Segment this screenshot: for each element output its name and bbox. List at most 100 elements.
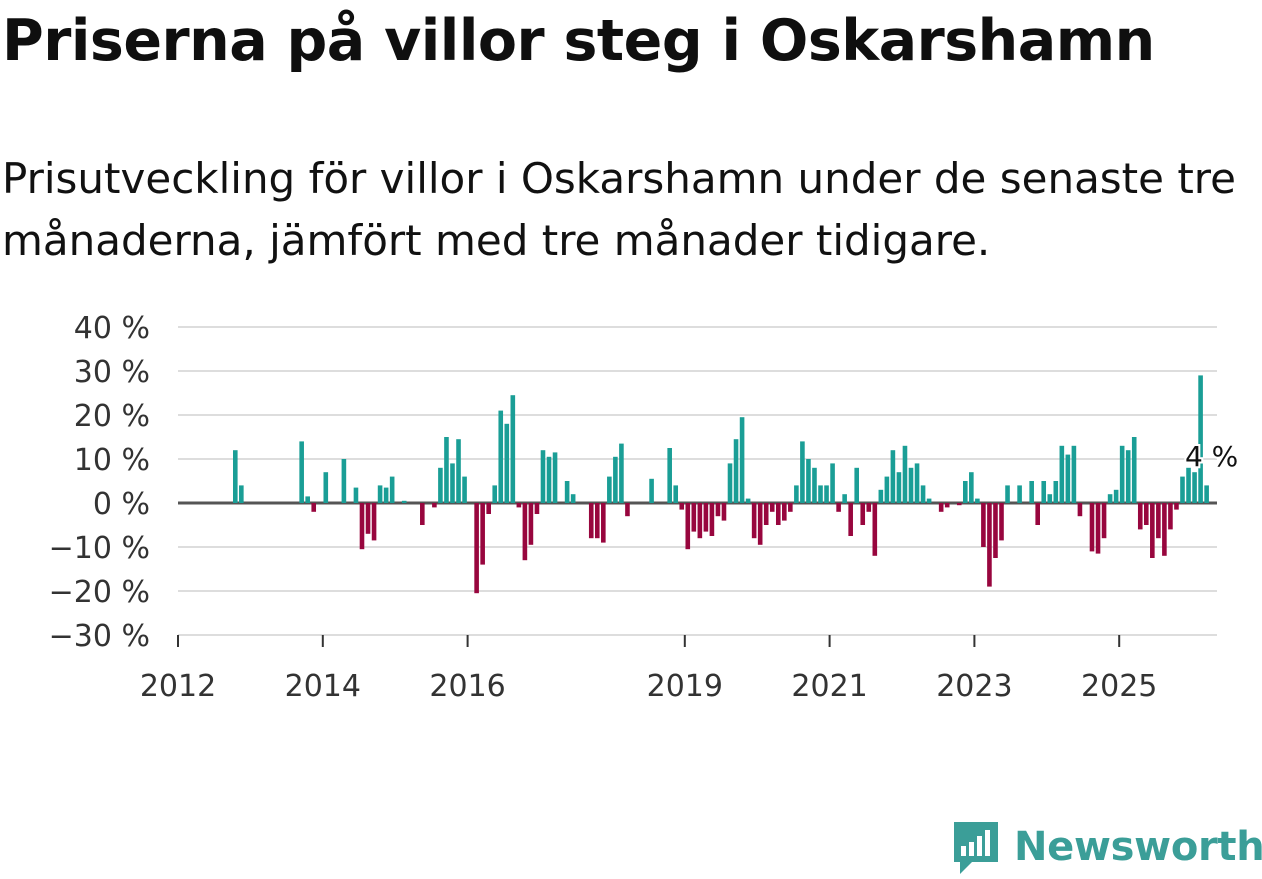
bar-negative (371, 503, 377, 541)
bar-negative (528, 503, 534, 545)
bar-positive (341, 459, 347, 503)
bar-negative (751, 503, 757, 539)
bar-negative (981, 503, 986, 547)
bar-positive (305, 496, 310, 503)
bar-negative (956, 503, 962, 506)
bar-negative (1077, 503, 1083, 517)
bar-positive (401, 500, 407, 503)
bar-negative (625, 503, 630, 517)
bar-positive (969, 472, 974, 503)
bar-positive (1053, 481, 1059, 503)
bar-negative (1035, 503, 1040, 525)
bar-positive (1131, 437, 1137, 503)
bar-positive (649, 478, 654, 503)
bar-negative (757, 503, 763, 545)
bar-positive (733, 439, 739, 503)
bar-negative (987, 503, 992, 587)
bar-negative (359, 503, 365, 550)
bar-negative (1150, 503, 1155, 558)
bar-positive (540, 450, 546, 503)
bar-negative (763, 503, 769, 525)
bar-positive (806, 459, 811, 503)
y-tick-label: 40 % (74, 311, 150, 346)
bar-negative (516, 503, 522, 508)
bar-positive (1186, 467, 1191, 503)
bar-positive (570, 494, 576, 503)
bar-negative (788, 503, 793, 512)
bar-negative (432, 503, 437, 508)
bar-positive (1180, 476, 1185, 503)
bar-positive (824, 485, 829, 503)
bar-negative (474, 503, 479, 594)
bar-positive (353, 487, 359, 503)
bar-positive (546, 456, 552, 503)
x-tick-label: 2021 (791, 669, 867, 704)
bar-positive (552, 452, 558, 503)
bar-positive (233, 450, 238, 503)
bar-negative (709, 503, 715, 536)
bar-negative (993, 503, 998, 558)
bar-positive (908, 467, 914, 503)
x-axis: 2012 2014 2016 2019 2021 2023 2025 (140, 635, 1157, 704)
bar-positive (492, 485, 498, 503)
bar-negative (1156, 503, 1161, 539)
bar-positive (323, 472, 329, 503)
x-tick-label: 2014 (285, 669, 361, 704)
newsworthy-logo-text: Newsworthy (1014, 824, 1262, 870)
bar-negative (588, 503, 594, 539)
bar-positive (667, 448, 672, 503)
bar-negative (594, 503, 600, 539)
bar-positive (902, 445, 908, 503)
bar-negative (1089, 503, 1095, 552)
bar-positive (510, 395, 516, 503)
x-tick-label: 2019 (647, 669, 723, 704)
bar-positive (299, 441, 304, 503)
bar-negative (703, 503, 709, 532)
bar-negative (1162, 503, 1167, 556)
bar-negative (1101, 503, 1107, 539)
bar-negative (999, 503, 1004, 541)
bar-positive (1125, 450, 1131, 503)
bar-positive (438, 467, 443, 503)
bar-positive (914, 463, 920, 503)
bar-positive (878, 489, 884, 503)
bar-positive (854, 467, 860, 503)
newsworthy-logo: Newsworthy (950, 818, 1262, 876)
bar-positive (1017, 485, 1022, 503)
bar-positive (745, 498, 751, 503)
bar-positive (1204, 485, 1209, 503)
bar-positive (1029, 481, 1034, 503)
y-tick-label: 10 % (74, 443, 150, 478)
bar-positive (794, 485, 799, 503)
x-tick-label: 2016 (429, 669, 505, 704)
bar-positive (800, 441, 805, 503)
annotation-label: 4 % (1185, 440, 1238, 473)
bar-positive (890, 450, 896, 503)
bar-positive (450, 463, 455, 503)
grid-lines (178, 326, 1217, 636)
bar-positive (383, 487, 389, 503)
bar-positive (975, 498, 980, 503)
bar-negative (311, 503, 317, 512)
bar-negative (365, 503, 371, 534)
newsworthy-logo-icon (954, 822, 998, 874)
bar-positive (239, 485, 244, 503)
chart-title: Priserna på villor steg i Oskarshamn (2, 8, 1155, 74)
bar-positive (842, 494, 847, 503)
bar-negative (697, 503, 703, 539)
bar-negative (715, 503, 721, 517)
bar-positive (1041, 481, 1047, 503)
bar-negative (860, 503, 866, 525)
bar-negative (691, 503, 697, 532)
bar-positive (920, 485, 926, 503)
y-tick-label: 20 % (74, 399, 150, 434)
bar-positive (1047, 494, 1053, 503)
bar-positive (377, 485, 383, 503)
bar-negative (866, 503, 872, 512)
y-tick-label: −10 % (49, 531, 150, 566)
bar-negative (775, 503, 781, 525)
bar-positive (389, 476, 395, 503)
bar-negative (486, 503, 491, 514)
bar-positive (1119, 445, 1125, 503)
bars (233, 375, 1209, 594)
